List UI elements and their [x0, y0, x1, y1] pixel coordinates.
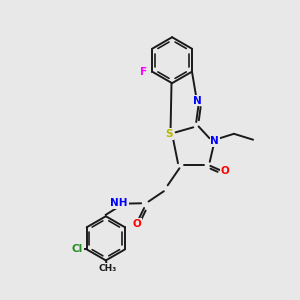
- Text: CH₃: CH₃: [98, 264, 116, 273]
- Text: O: O: [221, 166, 230, 176]
- Text: N: N: [193, 95, 202, 106]
- Text: N: N: [210, 136, 219, 146]
- Text: O: O: [132, 219, 141, 229]
- Text: F: F: [140, 67, 148, 77]
- Text: Cl: Cl: [72, 244, 83, 254]
- Text: NH: NH: [110, 198, 128, 208]
- Text: S: S: [165, 129, 173, 139]
